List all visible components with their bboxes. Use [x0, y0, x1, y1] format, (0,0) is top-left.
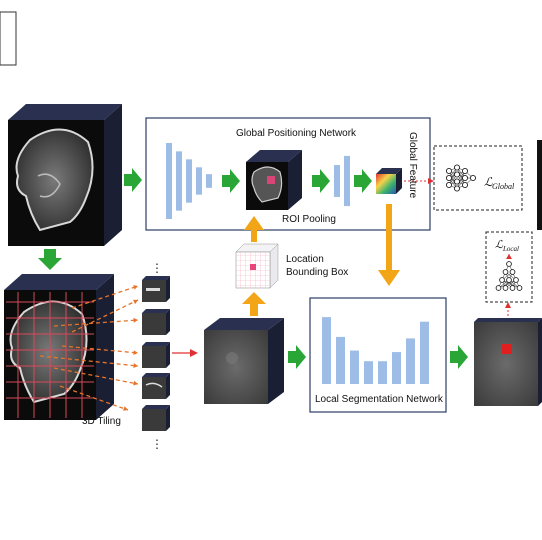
tile-side [166, 342, 170, 368]
net-node [500, 278, 505, 283]
tile-top [142, 373, 170, 377]
corner-fragment [0, 12, 16, 65]
global-network-title: Global Positioning Network [236, 128, 356, 139]
net-node [454, 179, 459, 184]
arrow-input-to-global [124, 168, 142, 192]
local-network-title: Local Segmentation Network [315, 394, 443, 405]
local-patch-volume [204, 318, 284, 404]
tiling-label: 3D Tiling [82, 416, 121, 427]
net-node [454, 165, 459, 170]
right-edge-fragment [537, 140, 542, 230]
roi-highlight [267, 176, 275, 184]
tile-top [142, 309, 170, 313]
net-node [503, 270, 508, 275]
local-bar [378, 361, 387, 384]
location-bounding-box [236, 244, 278, 288]
net-node [462, 168, 467, 173]
tile-side [166, 276, 170, 302]
net-node [517, 286, 522, 291]
local-loss-subscript: Local [502, 245, 519, 253]
net-node [510, 270, 515, 275]
encoder-bar [186, 159, 192, 202]
tile-face [142, 346, 166, 368]
tile-top [142, 342, 170, 346]
arrow-patch-to-bbox [242, 292, 266, 316]
tiling-arrowhead [133, 300, 138, 304]
local-bar [420, 322, 429, 384]
location-label: Location [286, 254, 324, 265]
tile-patch [142, 342, 170, 368]
local-bar [336, 337, 345, 384]
tile-side [166, 309, 170, 335]
tiles-ellipsis-top: ⋮ [151, 261, 163, 275]
arrow-local-network-to-output [450, 345, 468, 369]
encoder-bar [176, 151, 182, 210]
encoder-bar [206, 174, 212, 188]
arrow-input-to-tiling [38, 249, 62, 270]
net-node [470, 175, 475, 180]
tile-top [142, 405, 170, 409]
output-segmentation-mask [502, 344, 512, 354]
arrow-patch-to-local-network [288, 345, 306, 369]
tile-face [142, 409, 166, 431]
tiling-arrowhead [133, 318, 138, 323]
output-segmentation-volume [474, 318, 542, 406]
global-loss-subscript: Global [492, 182, 515, 191]
roi-pooling-label: ROI Pooling [282, 214, 336, 225]
encoder-bar [166, 143, 172, 219]
tiled-ct-volume [4, 274, 114, 420]
tile-patch [142, 373, 170, 399]
global-feature-map [376, 168, 402, 194]
tile-patch [142, 276, 170, 302]
tiling-arrowhead [133, 350, 138, 355]
local-bar [406, 338, 415, 384]
net-node [462, 175, 467, 180]
net-node [510, 286, 515, 291]
local-loss-box [486, 232, 532, 302]
decoder-bar [344, 156, 350, 206]
roi-pooled-volume [246, 150, 302, 210]
net-node [454, 186, 459, 191]
net-node [454, 172, 459, 177]
net-node [514, 278, 519, 283]
tile-face [142, 377, 166, 399]
net-node [446, 175, 451, 180]
local-bar [350, 351, 359, 384]
tile-side [166, 405, 170, 431]
local-bar [322, 317, 331, 384]
tile-patch [142, 405, 170, 431]
tile-side [166, 373, 170, 399]
encoder-bar [196, 167, 202, 194]
tile-patches [142, 276, 170, 431]
global-feature-label: Global Feature [407, 132, 418, 199]
decoder-bar [334, 165, 340, 197]
net-node [507, 278, 512, 283]
tile-bone [146, 288, 160, 291]
tiling-arrowhead [133, 363, 138, 368]
net-node [446, 182, 451, 187]
tile-patch [142, 309, 170, 335]
bounding-box-label: Bounding Box [286, 267, 348, 278]
tile-top [142, 276, 170, 280]
input-ct-volume [8, 104, 122, 246]
net-node [507, 262, 512, 267]
tiles-ellipsis-bottom: ⋮ [151, 437, 163, 451]
local-bar [364, 361, 373, 384]
net-node [446, 168, 451, 173]
net-node [496, 286, 501, 291]
net-node [503, 286, 508, 291]
net-node [462, 182, 467, 187]
local-bar [392, 352, 401, 384]
tiling-arrowhead [133, 381, 138, 386]
tile-face [142, 313, 166, 335]
bbox-target-cell [250, 264, 256, 270]
